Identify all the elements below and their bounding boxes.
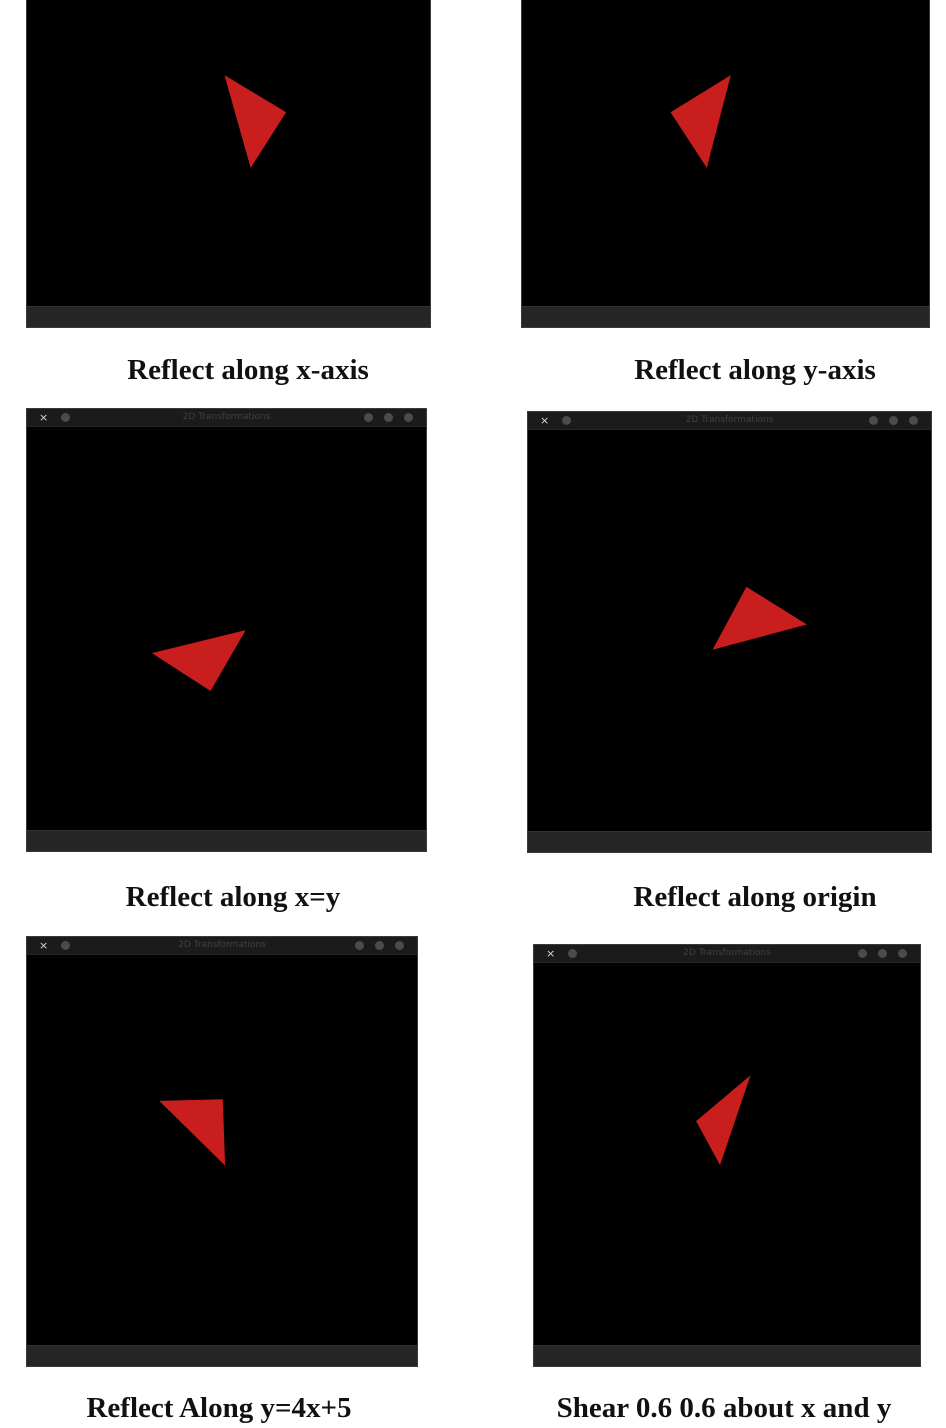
caption-reflect-origin: Reflect along origin (633, 881, 877, 913)
status-bar (522, 306, 929, 327)
status-bar (27, 830, 426, 851)
canvas-svg (670, 75, 731, 168)
menu-icon[interactable] (858, 949, 867, 958)
minimize-icon[interactable] (61, 413, 70, 422)
window-titlebar: × 2D Transformations (27, 409, 426, 427)
window-title: 2D Transformations (182, 412, 271, 422)
triangle-shape (670, 75, 731, 168)
close-icon[interactable]: × (39, 939, 49, 952)
window-reflect-y-4x-5: × 2D Transformations (26, 936, 418, 1367)
minimize-icon[interactable] (562, 416, 571, 425)
window-title: 2D Transformations (178, 940, 266, 950)
canvas-svg (696, 1075, 751, 1166)
render-canvas (27, 955, 417, 1345)
caption-reflect-y-4x-5: Reflect Along y=4x+5 (86, 1392, 352, 1424)
window-titlebar: × 2D Transformations (528, 412, 931, 430)
window-titlebar: × 2D Transformations (534, 945, 920, 963)
render-canvas (528, 430, 931, 831)
triangle-shape (224, 75, 287, 168)
status-bar (534, 1345, 920, 1366)
status-bar (27, 1345, 417, 1366)
maximize-icon[interactable] (384, 413, 393, 422)
menu-icon[interactable] (355, 941, 364, 950)
triangle-shape (712, 586, 807, 650)
render-canvas (27, 0, 430, 306)
triangle-shape (151, 630, 246, 691)
window-title: 2D Transformations (685, 415, 774, 425)
window-titlebar: × 2D Transformations (27, 937, 417, 955)
close-icon[interactable]: × (546, 947, 556, 960)
window-reflect-origin: × 2D Transformations (527, 411, 932, 853)
status-bar (528, 831, 931, 852)
close-icon[interactable]: × (540, 414, 550, 427)
minimize-icon[interactable] (568, 949, 577, 958)
window-shear-06: × 2D Transformations (533, 944, 921, 1367)
minimize-icon[interactable] (61, 941, 70, 950)
caption-reflect-x-axis: Reflect along x-axis (127, 354, 369, 386)
canvas-svg (151, 630, 246, 691)
canvas-svg (224, 75, 287, 168)
status-bar (27, 306, 430, 327)
window-title: 2D Transformations (683, 948, 771, 958)
close-icon[interactable]: × (39, 411, 49, 424)
window-close-dot-icon[interactable] (909, 416, 918, 425)
canvas-svg (159, 1099, 226, 1166)
maximize-icon[interactable] (878, 949, 887, 958)
maximize-icon[interactable] (889, 416, 898, 425)
caption-reflect-y-axis: Reflect along y-axis (634, 354, 876, 386)
triangle-shape (159, 1099, 226, 1166)
window-reflect-x-axis (26, 0, 431, 328)
window-close-dot-icon[interactable] (898, 949, 907, 958)
window-close-dot-icon[interactable] (395, 941, 404, 950)
menu-icon[interactable] (364, 413, 373, 422)
caption-shear-06: Shear 0.6 0.6 about x and y (556, 1392, 892, 1424)
caption-reflect-x-equals-y: Reflect along x=y (125, 881, 341, 913)
render-canvas (522, 0, 929, 306)
menu-icon[interactable] (869, 416, 878, 425)
triangle-shape (696, 1075, 751, 1166)
canvas-svg (712, 586, 807, 650)
render-canvas (534, 963, 920, 1345)
window-close-dot-icon[interactable] (404, 413, 413, 422)
window-reflect-y-axis (521, 0, 930, 328)
window-reflect-x-equals-y: × 2D Transformations (26, 408, 427, 852)
maximize-icon[interactable] (375, 941, 384, 950)
render-canvas (27, 427, 426, 830)
